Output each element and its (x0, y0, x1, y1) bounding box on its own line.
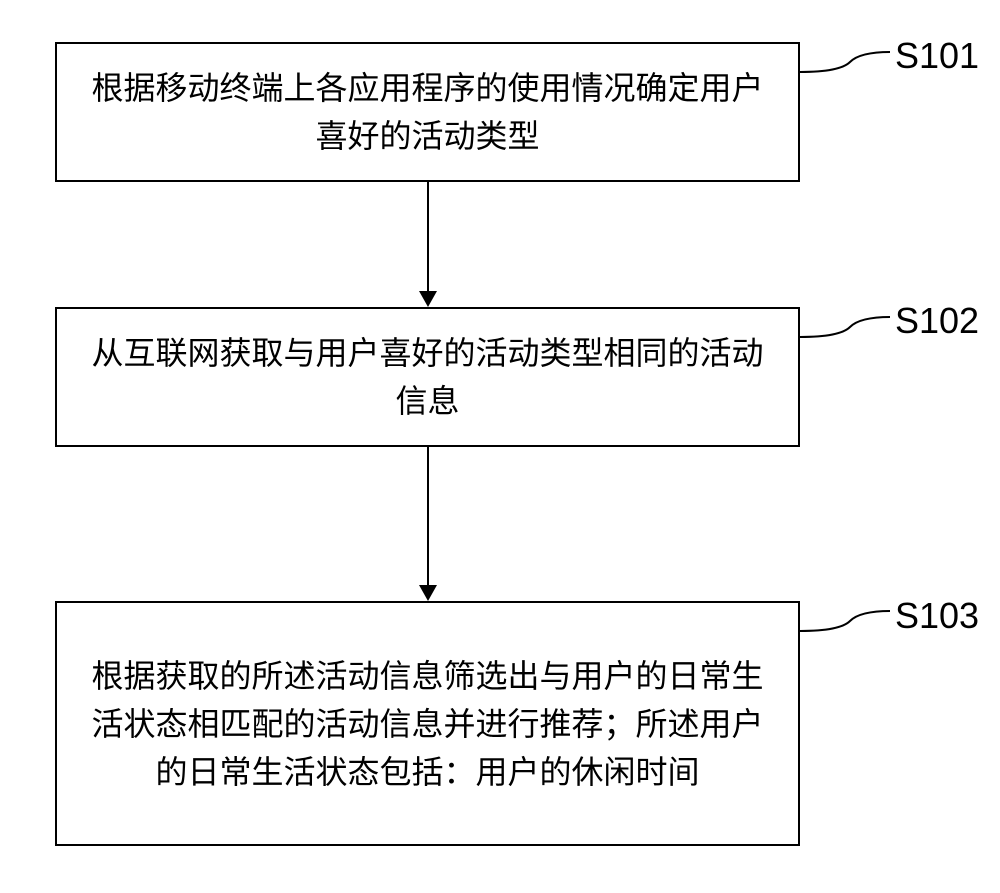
step-label-1: S101 (895, 35, 979, 77)
arrow-1 (427, 182, 429, 291)
step-label-3: S103 (895, 595, 979, 637)
label-connector-3 (800, 601, 900, 661)
flow-step-3-text: 根据获取的所述活动信息筛选出与用户的日常生活状态相匹配的活动信息并进行推荐；所述… (87, 652, 768, 796)
flow-step-2-text: 从互联网获取与用户喜好的活动类型相同的活动信息 (87, 329, 768, 425)
arrow-head-1 (419, 291, 437, 307)
flow-step-3: 根据获取的所述活动信息筛选出与用户的日常生活状态相匹配的活动信息并进行推荐；所述… (55, 601, 800, 846)
flow-step-2: 从互联网获取与用户喜好的活动类型相同的活动信息 (55, 307, 800, 447)
label-connector-1 (800, 42, 900, 102)
step-label-2: S102 (895, 300, 979, 342)
label-connector-2 (800, 307, 900, 367)
flowchart-container: 根据移动终端上各应用程序的使用情况确定用户喜好的活动类型 S101 从互联网获取… (0, 0, 1000, 893)
arrow-2 (427, 447, 429, 585)
flow-step-1: 根据移动终端上各应用程序的使用情况确定用户喜好的活动类型 (55, 42, 800, 182)
flow-step-1-text: 根据移动终端上各应用程序的使用情况确定用户喜好的活动类型 (87, 64, 768, 160)
arrow-head-2 (419, 585, 437, 601)
